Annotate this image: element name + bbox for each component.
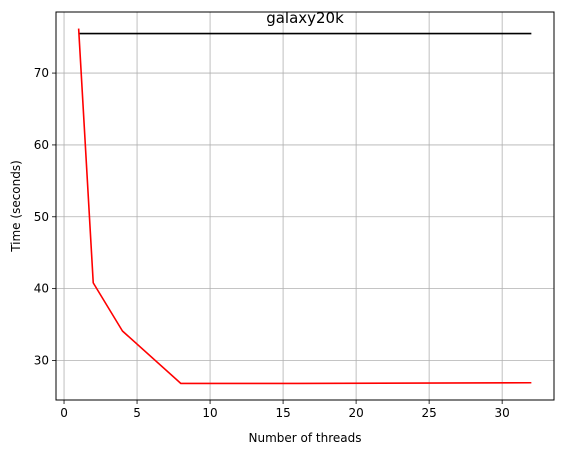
- y-tick-label: 50: [34, 210, 49, 224]
- x-axis-label: Number of threads: [249, 431, 362, 445]
- plot-frame: [55, 11, 555, 401]
- ticks: 0 5 10 15 20 25 30 30 40 50 60 70: [34, 66, 510, 420]
- y-axis-label: Time (seconds): [9, 160, 23, 253]
- series-layer: [77, 28, 532, 385]
- x-tick-label: 15: [275, 406, 290, 420]
- grid: [56, 12, 554, 400]
- x-tick-label: 25: [421, 406, 436, 420]
- plot-area: [56, 12, 554, 400]
- chart-title: galaxy20k: [266, 9, 344, 27]
- y-tick-label: 70: [34, 66, 49, 80]
- y-tick-label: 40: [34, 282, 49, 296]
- x-tick-label: 30: [495, 406, 510, 420]
- x-tick-label: 20: [348, 406, 363, 420]
- x-tick-label: 0: [60, 406, 68, 420]
- y-tick-label: 30: [34, 353, 49, 367]
- series-line-2: [77, 28, 532, 385]
- x-tick-label: 5: [133, 406, 141, 420]
- y-tick-label: 60: [34, 138, 49, 152]
- x-tick-label: 10: [202, 406, 217, 420]
